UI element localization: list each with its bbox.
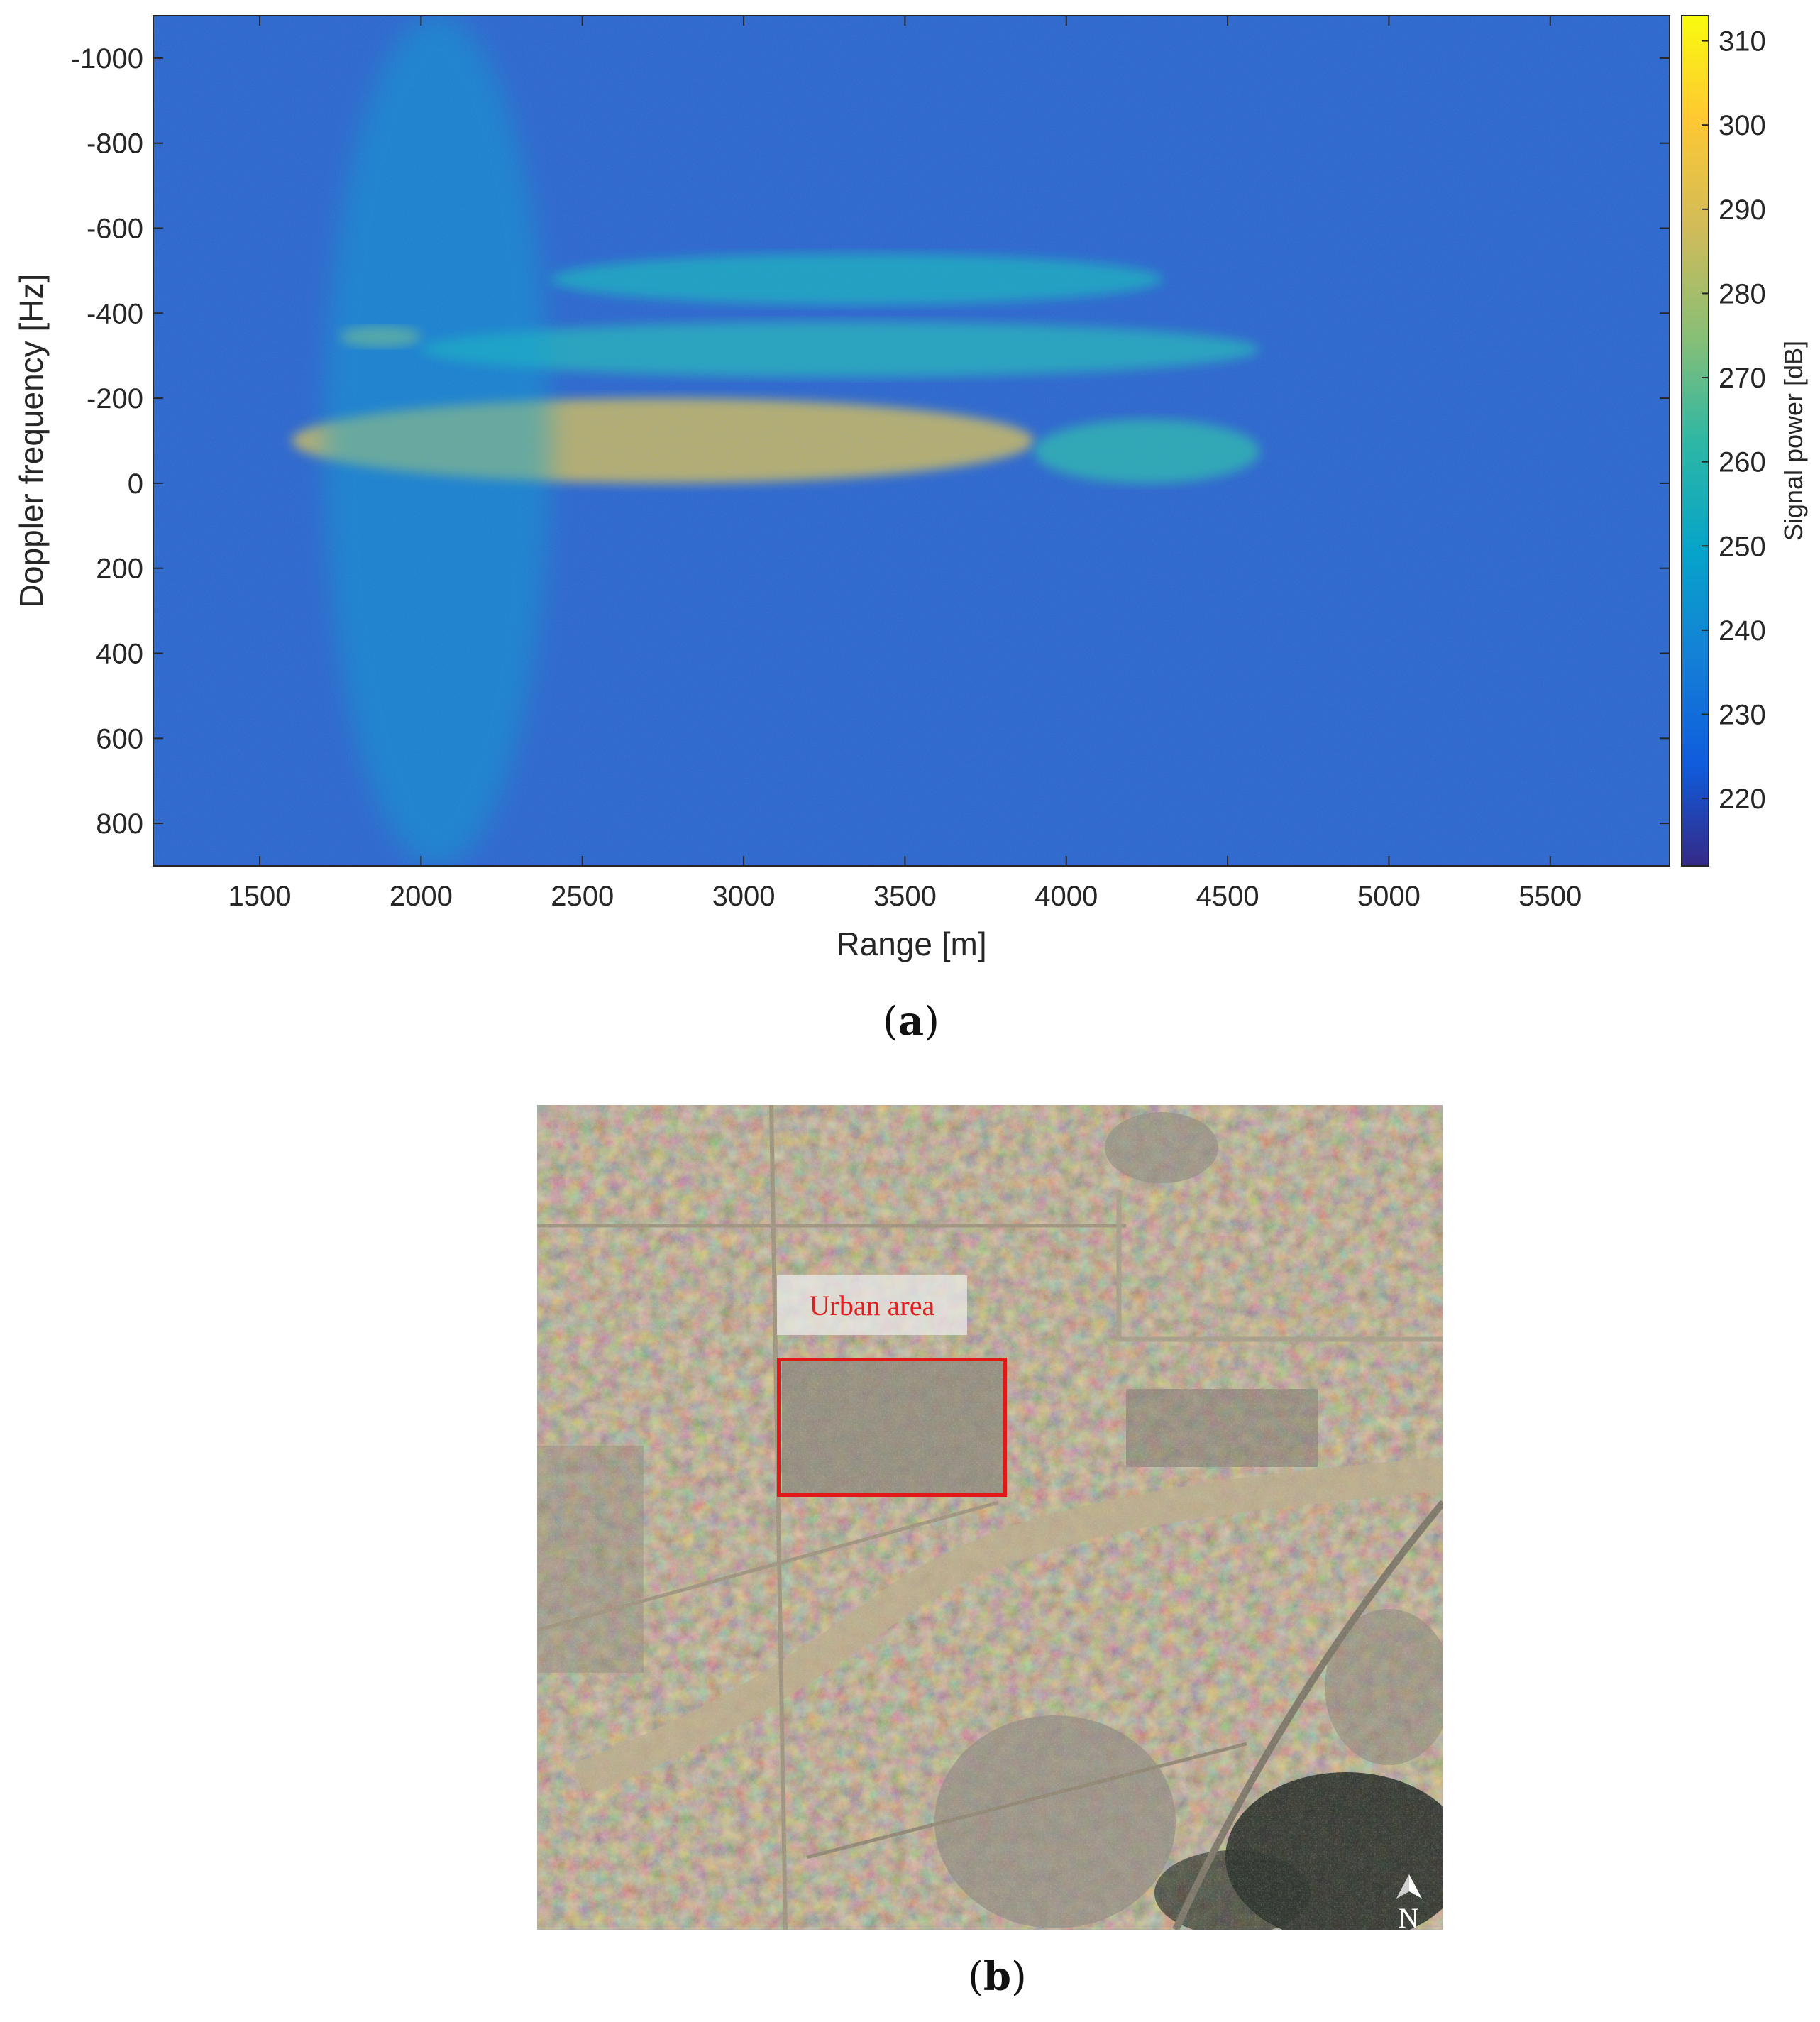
colorbar-title: Signal power [dB]: [1779, 341, 1808, 541]
y-tick-label: -1000: [71, 43, 143, 75]
colorbar-ticks: 220 230 240 250 260 270 280 290 300 310: [1702, 26, 1766, 815]
x-tick-label: 5000: [1357, 881, 1421, 912]
x-tick-label: 3000: [712, 881, 776, 912]
north-label: N: [1398, 1902, 1419, 1930]
colorbar-tick-label: 300: [1719, 110, 1766, 141]
range-doppler-chart: 1500 2000 2500 3000 3500 4000 4500 5000 5500 -10…: [13, 15, 1808, 962]
y-axis-title: Doppler frequency [Hz]: [13, 274, 50, 608]
north-arrow-icon: [1396, 1874, 1422, 1899]
colorbar: [1681, 15, 1709, 867]
urban-area-label: Urban area: [777, 1275, 967, 1335]
y-tick-label: -800: [87, 128, 143, 160]
colorbar-tick-label: 270: [1719, 363, 1766, 394]
x-tick-label: 5500: [1518, 881, 1582, 912]
y-tick-label: 400: [96, 639, 143, 670]
x-tick-label: 3500: [873, 881, 937, 912]
x-axis: 1500 2000 2500 3000 3500 4000 4500 5000 5500: [228, 16, 1582, 912]
y-axis: -1000 -800 -600 -400 -200 0 200 400 600 800: [71, 43, 1670, 840]
x-tick-label: 2500: [551, 881, 614, 912]
colorbar-tick-label: 280: [1719, 278, 1766, 309]
map-image: [537, 1105, 1443, 1930]
colorbar-tick-label: 230: [1719, 699, 1766, 730]
satellite-map: Urban area N: [537, 1105, 1443, 1930]
y-tick-label: -200: [87, 383, 143, 414]
colorbar-tick-label: 260: [1719, 447, 1766, 478]
panel-b-label: (b): [968, 1953, 1027, 2000]
colorbar-tick-label: 240: [1719, 615, 1766, 647]
y-tick-label: 800: [96, 808, 143, 840]
x-tick-label: 1500: [228, 881, 292, 912]
colorbar-tick-label: 290: [1719, 194, 1766, 226]
plot-frame: [153, 15, 1670, 867]
panel-a-label: (a): [883, 998, 940, 1045]
urban-area-box: [777, 1358, 1007, 1497]
colorbar-tick-label: 250: [1719, 531, 1766, 562]
y-tick-label: 0: [128, 468, 143, 500]
y-tick-label: -400: [87, 298, 143, 329]
x-axis-title: Range [m]: [836, 925, 986, 962]
colorbar-tick-label: 310: [1719, 26, 1766, 57]
colorbar-tick-label: 220: [1719, 784, 1766, 815]
x-tick-label: 4000: [1035, 881, 1098, 912]
x-tick-label: 2000: [390, 881, 453, 912]
y-tick-label: 600: [96, 723, 143, 754]
y-tick-label: 200: [96, 554, 143, 585]
x-tick-label: 4500: [1196, 881, 1259, 912]
y-tick-label: -600: [87, 214, 143, 245]
